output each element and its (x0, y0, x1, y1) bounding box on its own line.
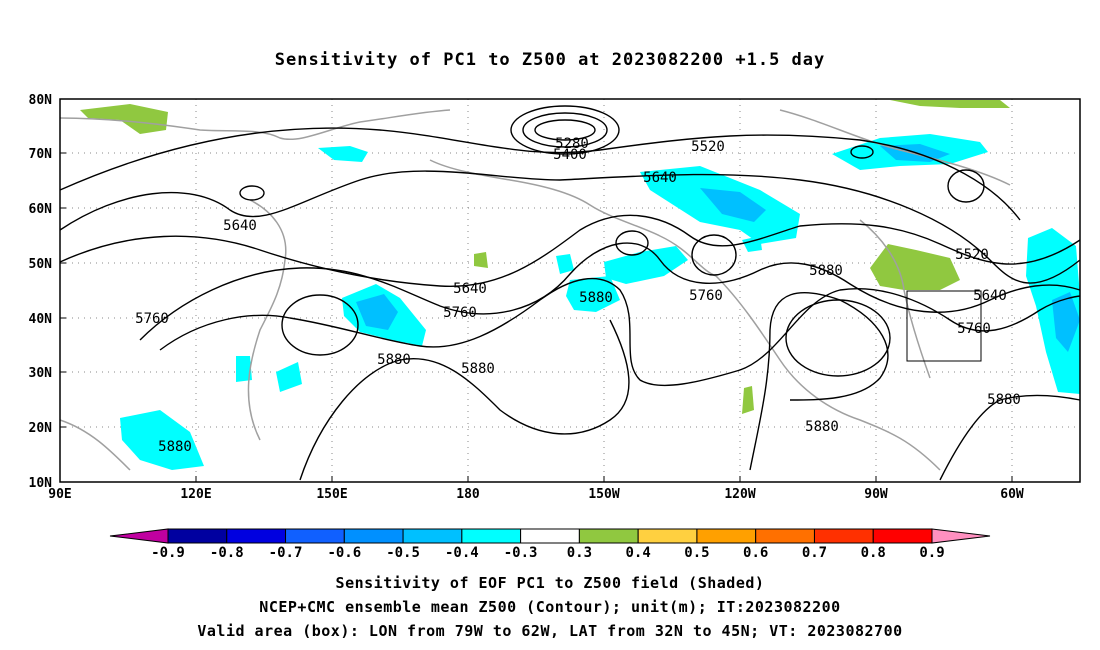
colorbar-box (343, 528, 404, 544)
colorbar-box (578, 528, 639, 544)
footer-line-2: NCEP+CMC ensemble mean Z500 (Contour); u… (259, 598, 841, 616)
lat-label: 70N (29, 147, 53, 162)
contour-label: 5400 (553, 147, 587, 163)
colorbar: -0.9 -0.8 -0.7 -0.6 -0.5 -0.4 -0.3 0.3 0.4 0.5 0.6… (109, 528, 991, 561)
colorbar-low-triangle (109, 528, 169, 544)
contour-label: 5880 (158, 439, 192, 455)
contour-label: 5280 (555, 136, 589, 152)
shade-green-4 (474, 252, 488, 268)
contour-label: 5880 (805, 419, 839, 435)
plot-title: Sensitivity of PC1 to Z500 at 2023082200… (274, 50, 826, 70)
axis-ticks (60, 98, 1013, 482)
colorbar-label: 0.4 (626, 545, 651, 561)
contour-label: 5760 (443, 305, 477, 321)
shade-blue-4 (356, 294, 398, 330)
colorbar-label: -0.8 (210, 545, 244, 561)
map-panel: 5280 5400 5520 5640 5640 5640 5760 5760 … (29, 93, 1081, 502)
contour-label: 5640 (453, 281, 487, 297)
longitude-labels: 90E 120E 150E 180 150W 120W 90W 60W (48, 487, 1024, 502)
footer-line-3: Valid area (box): LON from 79W to 62W, L… (197, 622, 903, 640)
colorbar-label: -0.4 (445, 545, 479, 561)
contour-label: 5880 (987, 392, 1021, 408)
colorbar-box (461, 528, 522, 544)
colorbar-label: -0.5 (386, 545, 420, 561)
colorbar-box (637, 528, 698, 544)
lon-label: 90E (48, 487, 71, 502)
colorbar-label: 0.8 (861, 545, 886, 561)
shade-cyan-8 (604, 246, 688, 284)
contour-labels: 5280 5400 5520 5640 5640 5640 5760 5760 … (135, 136, 1021, 455)
colorbar-label: 0.6 (743, 545, 768, 561)
colorbar-box (167, 528, 228, 544)
shade-cyan-10 (236, 356, 252, 382)
colorbar-box (402, 528, 463, 544)
colorbar-label: -0.3 (504, 545, 538, 561)
lat-label: 10N (29, 476, 53, 491)
lon-label: 120E (180, 487, 211, 502)
colorbar-box (813, 528, 874, 544)
colorbar-label: 0.9 (919, 545, 944, 561)
lon-label: 150W (588, 487, 619, 502)
lon-label: 150E (316, 487, 347, 502)
shade-cyan-7 (566, 276, 620, 312)
lat-label: 50N (29, 257, 53, 272)
lat-label: 30N (29, 366, 53, 381)
contour-label: 5640 (973, 288, 1007, 304)
shade-cyan-1 (318, 146, 368, 162)
lon-label: 60W (1000, 487, 1024, 502)
latitude-labels: 80N 70N 60N 50N 40N 30N 20N 10N (29, 93, 53, 491)
lat-label: 40N (29, 312, 53, 327)
map-frame (59, 98, 1081, 483)
colorbar-label: 0.3 (567, 545, 592, 561)
colorbar-high-triangle (931, 528, 991, 544)
colorbar-box (872, 528, 933, 544)
contour-label: 5760 (957, 321, 991, 337)
shade-blue-1 (700, 188, 766, 222)
contour-label: 5640 (643, 170, 677, 186)
colorbar-label: -0.7 (269, 545, 303, 561)
contour-label: 5880 (809, 263, 843, 279)
contour-label: 5880 (579, 290, 613, 306)
lon-label: 120W (724, 487, 755, 502)
contour-label: 5640 (223, 218, 257, 234)
contour-label: 5520 (955, 247, 989, 263)
shade-blue-3 (1052, 292, 1080, 352)
lat-label: 60N (29, 202, 53, 217)
z500-contours (59, 105, 1081, 481)
contour-label: 5760 (135, 311, 169, 327)
lat-label: 20N (29, 421, 53, 436)
shade-cyan-6 (556, 254, 574, 274)
colorbar-box (226, 528, 287, 544)
colorbar-box (696, 528, 757, 544)
shade-green-3 (870, 244, 960, 290)
colorbar-label: 0.5 (684, 545, 709, 561)
lat-label: 80N (29, 93, 53, 108)
lon-label: 90W (864, 487, 888, 502)
contour-label: 5520 (691, 139, 725, 155)
colorbar-label: -0.9 (151, 545, 185, 561)
shade-green-1 (80, 104, 168, 134)
shade-green-5 (742, 386, 754, 414)
colorbar-box (285, 528, 345, 544)
colorbar-label: 0.7 (802, 545, 827, 561)
contour-label: 5880 (377, 352, 411, 368)
colorbar-box (520, 528, 580, 544)
colorbar-boxes (167, 528, 933, 544)
lon-label: 180 (456, 487, 480, 502)
shade-cyan-11 (276, 362, 302, 392)
colorbar-label: -0.6 (327, 545, 361, 561)
contour-label: 5760 (689, 288, 723, 304)
shade-cyan-9 (120, 410, 204, 470)
colorbar-box (755, 528, 815, 544)
shade-green-2 (890, 100, 1010, 108)
contour-label: 5880 (461, 361, 495, 377)
colorbar-labels: -0.9 -0.8 -0.7 -0.6 -0.5 -0.4 -0.3 0.3 0.4 0.5 0.6… (151, 545, 945, 561)
footer-line-1: Sensitivity of EOF PC1 to Z500 field (Sh… (335, 574, 765, 592)
valid-area-box (906, 290, 982, 362)
